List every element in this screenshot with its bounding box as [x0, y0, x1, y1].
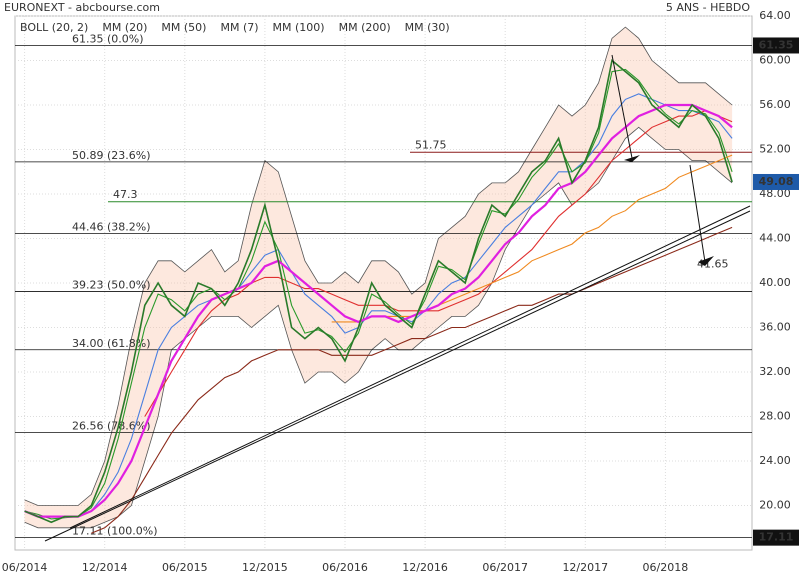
price-marker — [753, 173, 799, 190]
bollinger-upper — [24, 26, 733, 506]
y-tick-label: 24.00 — [759, 454, 791, 467]
level-label: 51.75 — [415, 138, 447, 151]
y-tick-label: 40.00 — [759, 276, 791, 289]
price-marker-label: 17.11 — [759, 531, 794, 544]
price-marker — [753, 37, 799, 54]
target-label: 41.65 — [697, 258, 729, 271]
y-tick-label: 20.00 — [759, 499, 791, 512]
y-tick-label: 60.00 — [759, 54, 791, 67]
price-marker — [753, 529, 799, 546]
arrow-head — [698, 256, 714, 266]
x-tick-label: 12/2017 — [562, 561, 608, 574]
price-line — [24, 59, 733, 524]
arrow-head — [624, 155, 640, 162]
x-tick-label: 06/2017 — [482, 561, 528, 574]
x-tick-label: 06/2015 — [162, 561, 208, 574]
trend-line — [44, 210, 751, 542]
y-tick-label: 48.00 — [759, 187, 791, 200]
x-tick-label: 12/2014 — [82, 561, 128, 574]
y-tick-label: 64.00 — [759, 9, 791, 22]
fibonacci-label: 50.89 (23.6%) — [72, 149, 151, 162]
x-tick-label: 12/2015 — [242, 561, 288, 574]
fibonacci-label: 17.11 (100.0%) — [72, 525, 158, 538]
legend-entry: MM (7) — [220, 21, 258, 34]
y-tick-label: 56.00 — [759, 98, 791, 111]
x-tick-label: 06/2016 — [322, 561, 368, 574]
y-tick-label: 28.00 — [759, 410, 791, 423]
fibonacci-label: 26.56 (78.6%) — [72, 420, 151, 433]
x-tick-label: 12/2016 — [402, 561, 448, 574]
legend-entry: MM (200) — [339, 21, 391, 34]
x-tick-label: 06/2014 — [2, 561, 48, 574]
arrow — [611, 54, 633, 159]
moving-average — [91, 226, 733, 534]
x-tick-label: 06/2018 — [643, 561, 689, 574]
moving-average — [144, 110, 733, 417]
y-tick-label: 36.00 — [759, 321, 791, 334]
moving-average — [24, 103, 733, 518]
level-label: 47.3 — [113, 188, 138, 201]
fibonacci-label: 34.00 (61.8%) — [72, 337, 151, 350]
bollinger-band — [24, 27, 733, 528]
moving-average — [24, 68, 733, 520]
legend-entry: MM (30) — [405, 21, 450, 34]
fibonacci-label: 39.23 (50.0%) — [72, 279, 151, 292]
chart-subtitle: 5 ANS - HEBDO — [666, 1, 750, 14]
legend-entry: MM (100) — [273, 21, 325, 34]
y-tick-label: 44.00 — [759, 232, 791, 245]
fibonacci-label: 44.46 (38.2%) — [72, 220, 151, 233]
chart-title: EURONEXT - abcbourse.com — [4, 1, 160, 14]
y-tick-label: 52.00 — [759, 143, 791, 156]
arrow — [689, 164, 706, 263]
moving-average — [24, 93, 733, 518]
fibonacci-label: 61.35 (0.0%) — [72, 32, 144, 45]
price-marker-label: 49.08 — [759, 175, 794, 188]
legend-entry: MM (50) — [161, 21, 206, 34]
bollinger-lower — [24, 126, 733, 529]
layers: 61.35 (0.0%) 50.89 (23.6%) 44.46 (38.2%) 39… — [15, 15, 752, 550]
y-tick-label: 32.00 — [759, 365, 791, 378]
price-marker-label: 61.35 — [759, 38, 794, 51]
trend-line — [69, 205, 751, 529]
legend-entry: BOLL (20, 2) — [20, 21, 88, 34]
legend-entry: MM (20) — [102, 21, 147, 34]
